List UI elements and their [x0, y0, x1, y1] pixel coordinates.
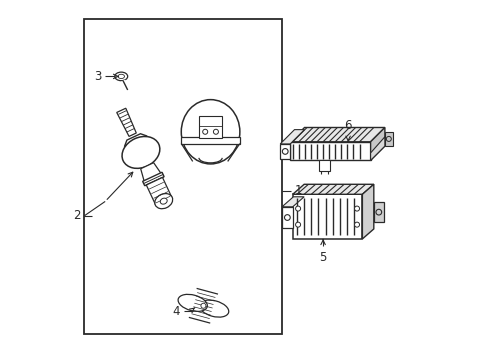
Polygon shape [370, 127, 384, 160]
Text: 4: 4 [172, 305, 180, 318]
Polygon shape [188, 288, 218, 323]
Ellipse shape [203, 129, 207, 134]
Text: 1: 1 [294, 184, 302, 197]
Text: 3: 3 [94, 70, 102, 83]
Ellipse shape [354, 222, 359, 227]
Polygon shape [362, 184, 373, 239]
Ellipse shape [213, 129, 218, 134]
Bar [280, 144, 290, 159]
Ellipse shape [118, 74, 124, 78]
Polygon shape [142, 172, 164, 186]
Ellipse shape [178, 294, 207, 311]
Text: 2: 2 [73, 209, 80, 222]
Bar [384, 132, 392, 146]
Polygon shape [370, 137, 384, 160]
Polygon shape [181, 137, 240, 144]
Polygon shape [282, 197, 304, 207]
Bar [292, 194, 362, 239]
Polygon shape [280, 130, 304, 144]
Ellipse shape [375, 209, 381, 215]
Ellipse shape [295, 222, 300, 227]
Ellipse shape [386, 136, 390, 141]
Text: 6: 6 [344, 119, 351, 132]
Text: 5: 5 [319, 251, 326, 265]
Polygon shape [117, 108, 136, 136]
Ellipse shape [181, 100, 240, 164]
Ellipse shape [155, 194, 172, 209]
Ellipse shape [115, 72, 127, 81]
Bar [373, 202, 383, 222]
Polygon shape [141, 163, 163, 185]
Polygon shape [146, 177, 171, 205]
Bar [282, 207, 292, 228]
Ellipse shape [284, 215, 290, 220]
Polygon shape [290, 127, 384, 142]
Bar [199, 116, 222, 138]
Ellipse shape [199, 300, 228, 317]
Ellipse shape [201, 303, 205, 308]
Bar [290, 142, 370, 160]
Polygon shape [124, 134, 147, 147]
Ellipse shape [282, 149, 287, 154]
Polygon shape [292, 184, 373, 194]
Ellipse shape [160, 198, 167, 204]
Ellipse shape [295, 206, 300, 211]
Ellipse shape [122, 136, 160, 168]
Polygon shape [318, 160, 329, 171]
Bar [83, 19, 282, 334]
Ellipse shape [354, 206, 359, 211]
